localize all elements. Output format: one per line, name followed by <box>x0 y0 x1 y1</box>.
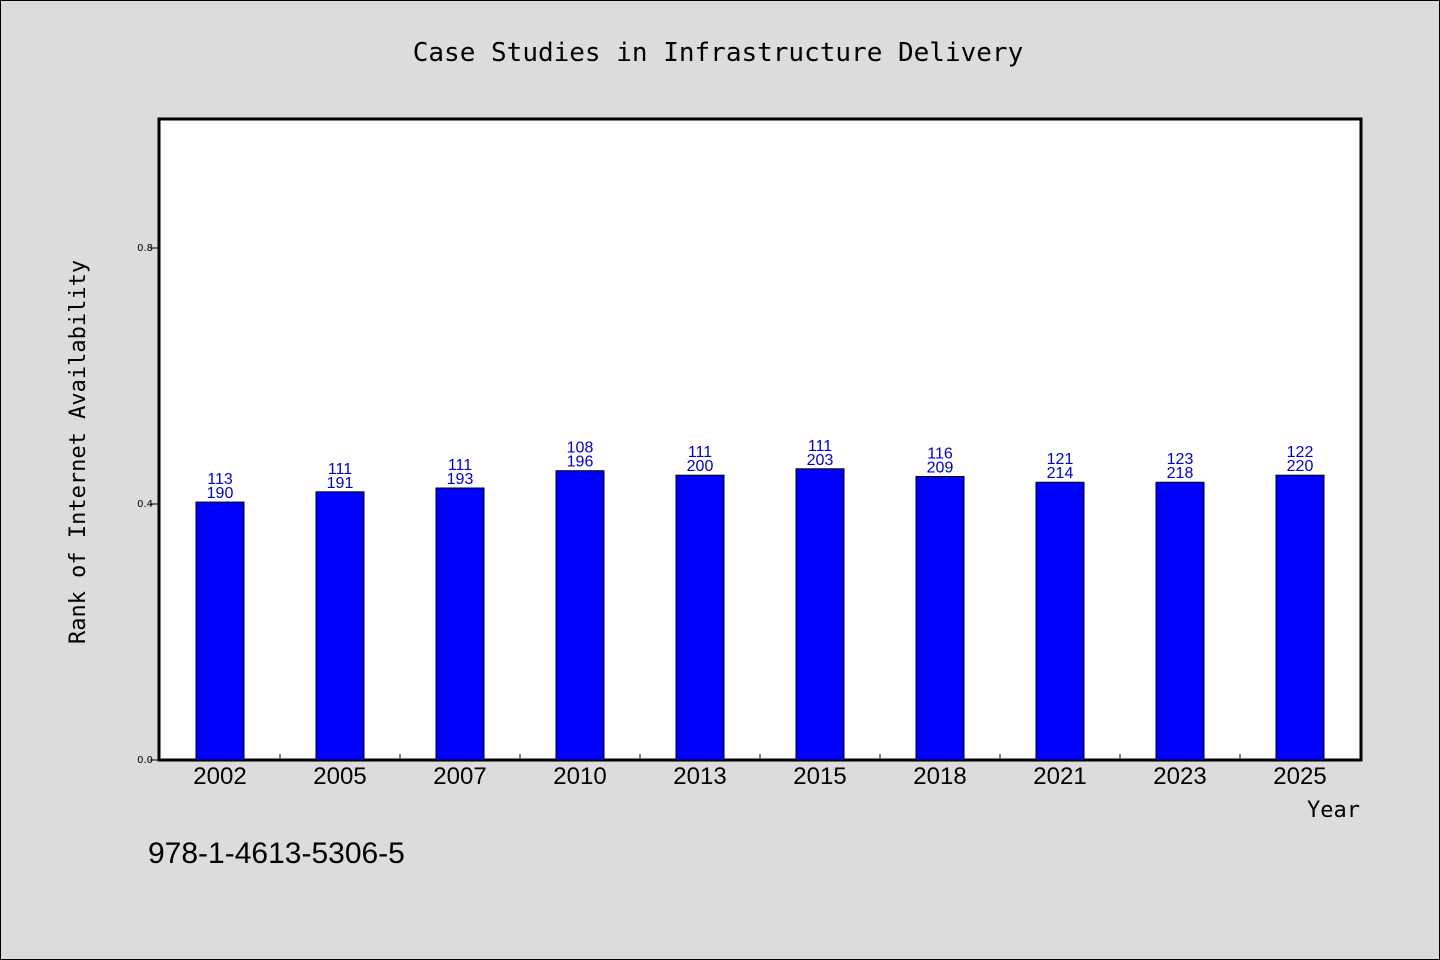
bar-2025 <box>1275 474 1325 761</box>
bar-2010 <box>555 470 605 761</box>
data-label-top-2007: 111 <box>448 457 472 474</box>
y-axis-label: Rank of Internet Availability <box>66 260 91 644</box>
x-tick-label-2023: 2023 <box>1153 763 1206 790</box>
data-label-bottom-2013: 200 <box>687 458 714 475</box>
footer-note: 978-1-4613-5306-5 <box>148 837 405 870</box>
data-label-bottom-2025: 220 <box>1287 458 1314 475</box>
data-label-bottom-2002: 190 <box>207 485 234 502</box>
data-label-bottom-2005: 191 <box>327 475 354 492</box>
x-tick-label-2005: 2005 <box>313 763 366 790</box>
data-label-top-2021: 121 <box>1047 451 1074 468</box>
data-label-top-2015: 111 <box>808 438 832 455</box>
bar-2013 <box>675 474 725 761</box>
bar-2015 <box>795 468 845 761</box>
x-tick-label-2010: 2010 <box>553 763 606 790</box>
x-tick-label-2025: 2025 <box>1273 763 1326 790</box>
bar-2018 <box>915 475 965 761</box>
data-label-bottom-2023: 218 <box>1167 465 1194 482</box>
x-tick-label-2007: 2007 <box>433 763 486 790</box>
y-tick-label-0: 0.0 <box>137 755 153 766</box>
x-tick-label-2018: 2018 <box>913 763 966 790</box>
data-label-bottom-2021: 214 <box>1047 465 1074 482</box>
data-label-top-2018: 116 <box>927 445 953 462</box>
x-axis-label: Year <box>1307 798 1360 823</box>
y-axis: 0.0 0.4 0.8 <box>137 243 160 766</box>
x-tick-label-2015: 2015 <box>793 763 846 790</box>
bar-2002 <box>195 501 245 761</box>
data-label-bottom-2018: 209 <box>927 459 954 476</box>
x-tick-label-2002: 2002 <box>193 763 246 790</box>
x-tick-label-2013: 2013 <box>673 763 726 790</box>
bar-2023 <box>1155 481 1205 761</box>
data-label-top-2010: 108 <box>567 440 594 457</box>
bar-2007 <box>435 487 485 761</box>
y-tick-label-2: 0.8 <box>137 243 153 254</box>
data-label-top-2013: 111 <box>688 444 712 461</box>
x-tick-label-2021: 2021 <box>1033 763 1086 790</box>
data-label-top-2023: 123 <box>1167 451 1194 468</box>
data-label-bottom-2015: 203 <box>807 452 834 469</box>
bar-2021 <box>1035 481 1085 761</box>
chart-title: Case Studies in Infrastructure Delivery <box>413 38 1023 68</box>
data-label-top-2005: 111 <box>328 461 352 478</box>
y-tick-label-1: 0.4 <box>137 499 153 510</box>
data-label-bottom-2007: 193 <box>447 471 474 488</box>
data-label-top-2025: 122 <box>1287 444 1314 461</box>
bar-2005 <box>315 491 365 761</box>
x-axis: 2002 2005 2007 2010 2013 2015 2018 2021 2023 2025 <box>193 754 1327 790</box>
data-label-top-2002: 113 <box>207 471 233 488</box>
data-label-bottom-2010: 196 <box>567 454 594 471</box>
